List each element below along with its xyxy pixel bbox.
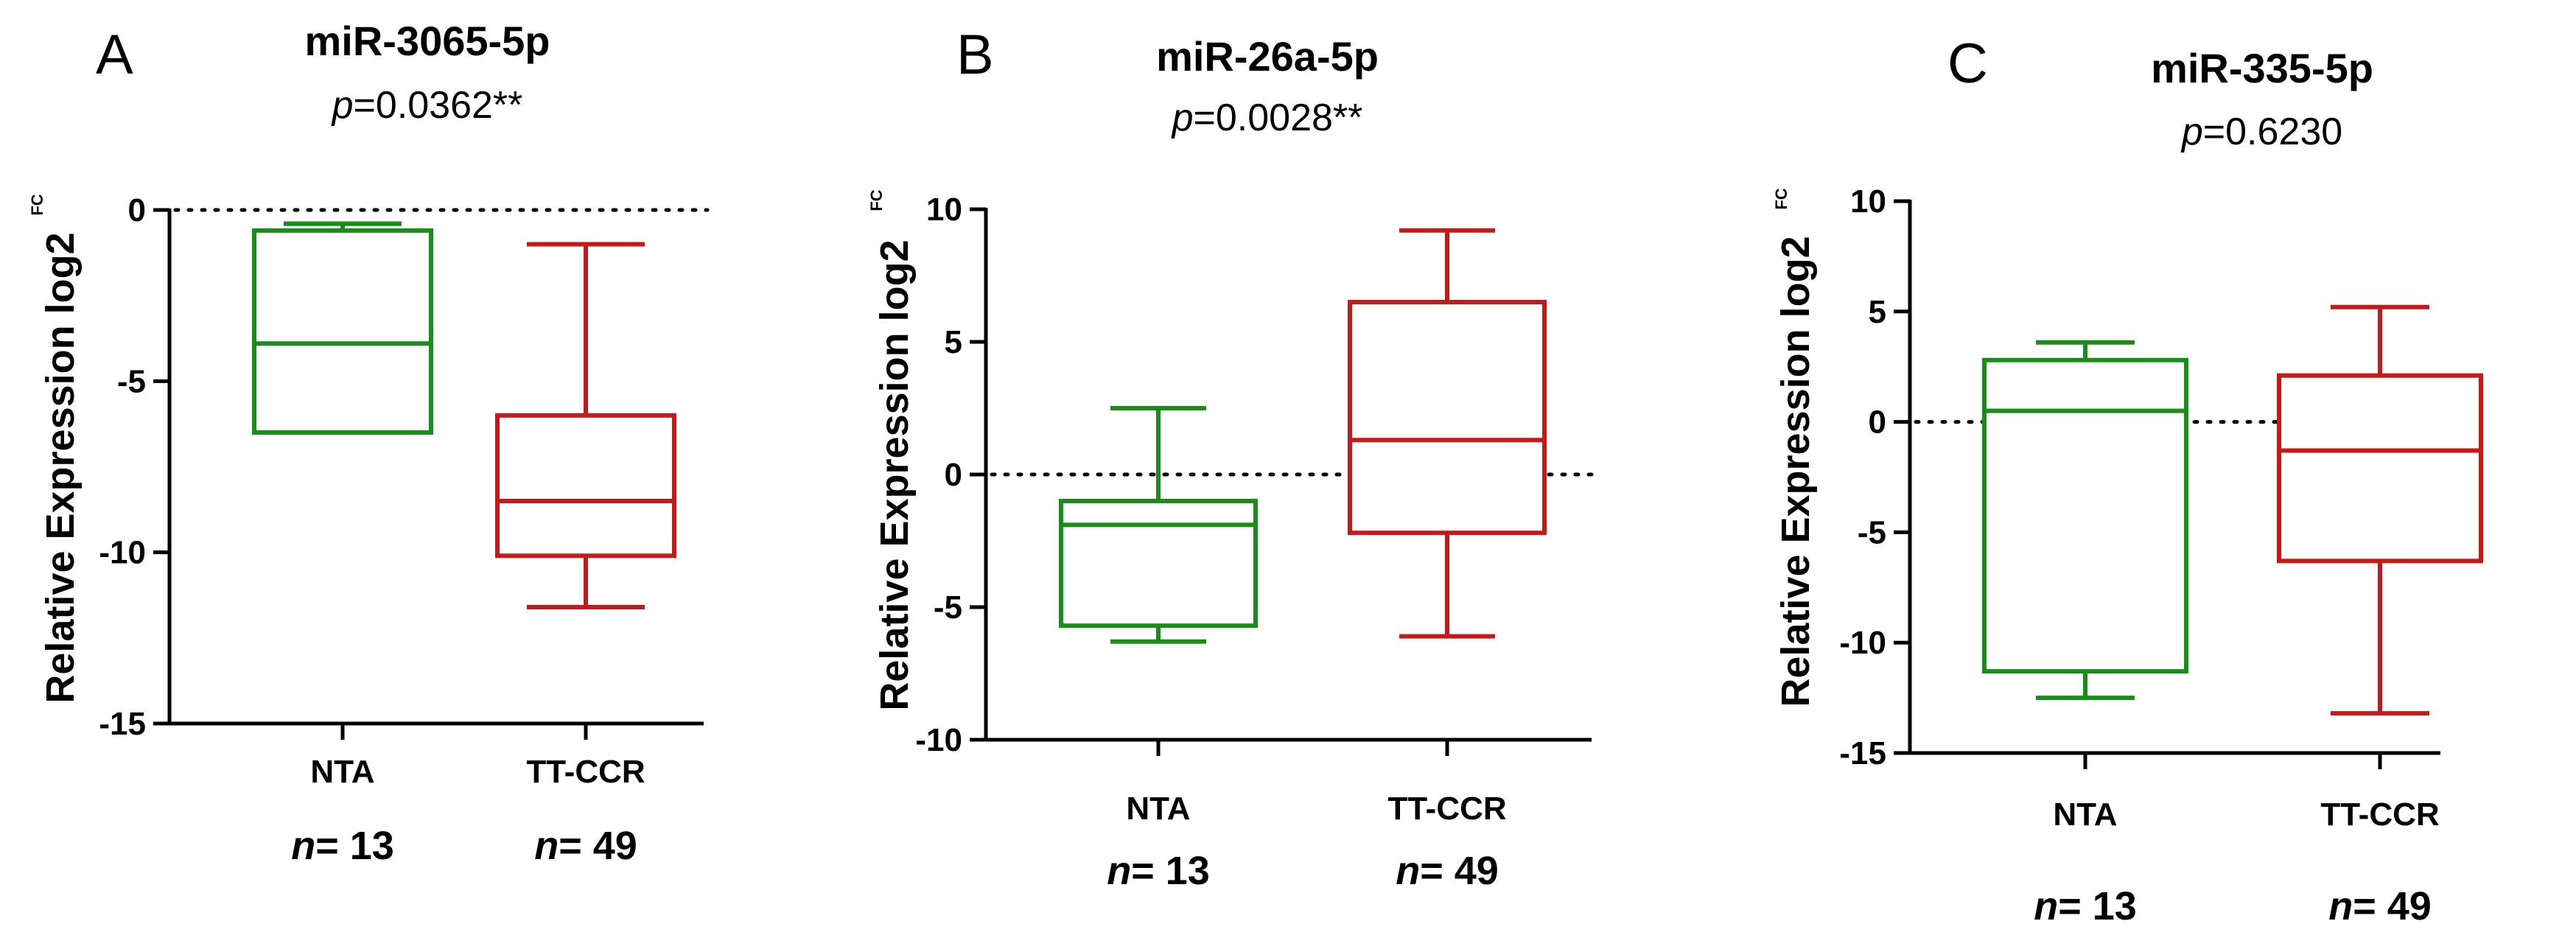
y-axis-label-superscript: FC — [28, 194, 46, 215]
box-nta — [1982, 340, 2188, 701]
chart-title: miR-3065-5p — [304, 18, 550, 64]
box-iqr — [1059, 499, 1258, 628]
y-tick-label: 0 — [128, 192, 146, 228]
panel-letter: A — [96, 24, 133, 86]
y-tick-label: 0 — [1869, 405, 1886, 441]
p-value: p=0.0028** — [1171, 97, 1363, 139]
box-tt-ccr — [1348, 228, 1547, 639]
box-iqr — [1348, 300, 1547, 536]
y-tick-label: -5 — [1858, 514, 1886, 550]
sample-size-label: n= 13 — [291, 824, 394, 868]
sample-size-label: n= 49 — [2328, 884, 2432, 928]
box-iqr — [2277, 373, 2483, 564]
p-value: p=0.0362** — [331, 84, 523, 127]
chart-title: miR-26a-5p — [1156, 33, 1379, 80]
box-nta — [252, 221, 433, 435]
chart-title: miR-335-5p — [2151, 45, 2373, 91]
y-tick-label: 10 — [926, 192, 962, 228]
y-tick-label: -5 — [934, 589, 962, 626]
y-axis-label-superscript: FC — [867, 189, 886, 211]
p-value: p=0.6230 — [2180, 111, 2342, 153]
box-iqr — [1982, 357, 2188, 674]
panel-letter: B — [956, 24, 994, 86]
y-tick-label: 10 — [1850, 183, 1886, 220]
y-tick-label: -15 — [1839, 735, 1886, 771]
box-iqr — [495, 413, 676, 558]
y-tick-label: 5 — [945, 324, 962, 360]
sample-size-label: n= 49 — [1396, 849, 1499, 893]
x-category-label: NTA — [310, 754, 374, 790]
y-tick-label: -10 — [99, 535, 146, 571]
sample-size-label: n= 49 — [534, 824, 637, 868]
y-axis-label: Relative Expression log2 — [38, 232, 83, 703]
sample-size-label: n= 13 — [2034, 884, 2137, 928]
y-tick-label: 0 — [945, 457, 962, 493]
y-axis-label: Relative Expression log2 — [872, 239, 917, 710]
x-category-label: NTA — [1126, 791, 1190, 827]
y-tick-label: -5 — [117, 363, 146, 399]
box-tt-ccr — [2277, 304, 2483, 716]
x-category-label: TT-CCR — [1387, 791, 1506, 827]
panel-letter: C — [1947, 32, 1988, 95]
y-tick-label: -15 — [99, 706, 146, 742]
y-axis-label: Relative Expression log2 — [1774, 236, 1818, 707]
x-category-label: TT-CCR — [2320, 796, 2439, 833]
box-tt-ccr — [495, 242, 676, 610]
y-tick-label: 5 — [1869, 294, 1886, 330]
y-axis-label-superscript: FC — [1772, 188, 1791, 209]
sample-size-label: n= 13 — [1107, 849, 1210, 893]
x-category-label: NTA — [2053, 796, 2117, 833]
box-iqr — [252, 228, 433, 435]
y-tick-label: -10 — [915, 722, 962, 758]
y-tick-label: -10 — [1839, 625, 1886, 661]
x-category-label: TT-CCR — [526, 754, 645, 790]
box-nta — [1059, 406, 1258, 644]
